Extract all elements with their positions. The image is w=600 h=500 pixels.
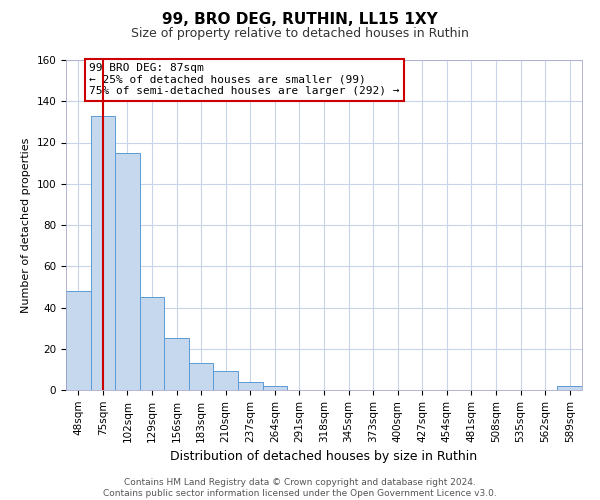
- Bar: [238, 382, 263, 390]
- Bar: [164, 338, 189, 390]
- X-axis label: Distribution of detached houses by size in Ruthin: Distribution of detached houses by size …: [170, 450, 478, 463]
- Bar: [214, 372, 238, 390]
- Text: 99 BRO DEG: 87sqm
← 25% of detached houses are smaller (99)
75% of semi-detached: 99 BRO DEG: 87sqm ← 25% of detached hous…: [89, 64, 400, 96]
- Text: Size of property relative to detached houses in Ruthin: Size of property relative to detached ho…: [131, 28, 469, 40]
- Bar: [91, 116, 115, 390]
- Bar: [140, 297, 164, 390]
- Bar: [115, 153, 140, 390]
- Bar: [263, 386, 287, 390]
- Text: 99, BRO DEG, RUTHIN, LL15 1XY: 99, BRO DEG, RUTHIN, LL15 1XY: [162, 12, 438, 28]
- Bar: [557, 386, 582, 390]
- Y-axis label: Number of detached properties: Number of detached properties: [21, 138, 31, 312]
- Bar: [189, 363, 214, 390]
- Text: Contains HM Land Registry data © Crown copyright and database right 2024.
Contai: Contains HM Land Registry data © Crown c…: [103, 478, 497, 498]
- Bar: [66, 291, 91, 390]
